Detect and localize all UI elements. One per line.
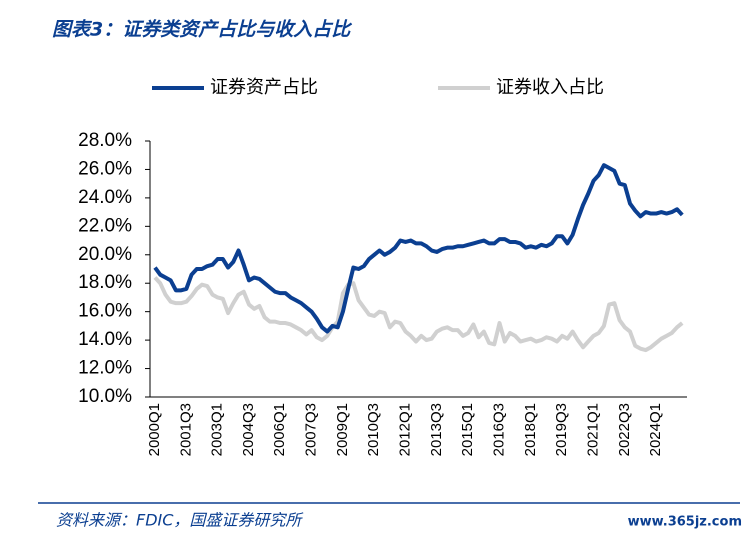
x-tick-label: 2000Q1 [146, 403, 163, 456]
y-tick-label: 10.0% [78, 386, 132, 407]
y-tick-label: 18.0% [78, 272, 132, 293]
x-tick-label: 2007Q3 [303, 403, 320, 456]
legend-label: 证券资产占比 [210, 77, 318, 98]
y-tick-label: 16.0% [78, 301, 132, 322]
series-line [153, 276, 684, 353]
x-tick-label: 2010Q3 [365, 403, 382, 456]
y-tick-label: 22.0% [78, 215, 132, 236]
series-line [153, 163, 684, 334]
x-tick-label: 2006Q1 [271, 403, 288, 456]
x-tick-label: 2016Q3 [490, 403, 507, 456]
y-tick-label: 24.0% [78, 187, 132, 208]
x-tick-label: 2015Q1 [459, 403, 476, 456]
x-tick-label: 2004Q3 [240, 403, 257, 456]
x-tick-label: 2013Q3 [428, 403, 445, 456]
y-tick-label: 12.0% [78, 358, 132, 379]
x-tick-label: 2003Q1 [209, 403, 226, 456]
x-tick-label: 2021Q1 [584, 403, 601, 456]
x-tick-label: 2009Q1 [334, 403, 351, 456]
watermark: www.365jz.com [628, 515, 742, 530]
y-tick-label: 14.0% [78, 329, 132, 350]
x-tick-label: 2019Q3 [553, 403, 570, 456]
x-tick-label: 2001Q3 [177, 403, 194, 456]
chart-title: 图表3：证券类资产占比与收入占比 [52, 19, 352, 41]
x-tick-label: 2018Q1 [522, 403, 539, 456]
y-tick-label: 20.0% [78, 244, 132, 265]
legend-label: 证券收入占比 [496, 77, 604, 98]
y-tick-label: 26.0% [78, 158, 132, 179]
x-tick-label: 2012Q1 [397, 403, 414, 456]
y-tick-label: 28.0% [78, 130, 132, 151]
x-tick-label: 2022Q3 [616, 403, 633, 456]
x-tick-label: 2024Q1 [647, 403, 664, 456]
source: 资料来源：FDIC，国盛证券研究所 [56, 511, 304, 530]
